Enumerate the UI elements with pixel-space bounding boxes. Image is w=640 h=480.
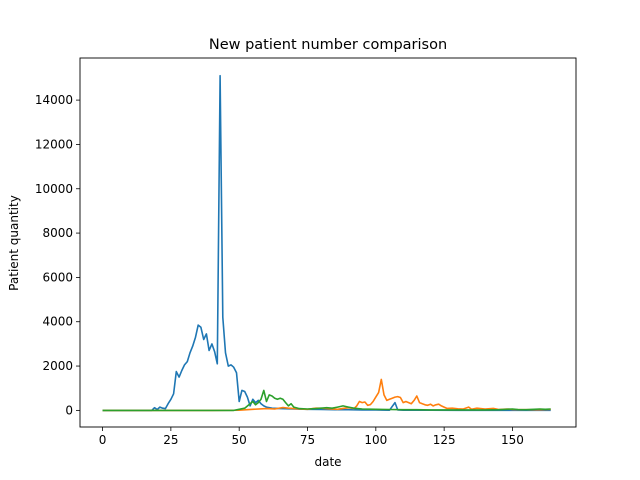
x-tick-label: 25 [163, 433, 178, 447]
y-tick-label: 4000 [42, 315, 73, 329]
series-line-3 [102, 389, 551, 412]
series-line-1 [102, 74, 551, 412]
y-tick-label: 10000 [35, 182, 73, 196]
x-tick-label: 50 [232, 433, 247, 447]
y-tick-label: 14000 [35, 93, 73, 107]
y-axis-ticks: 0 2000 4000 6000 8000 10000 12000 14000 [35, 93, 80, 417]
y-tick-label: 2000 [42, 359, 73, 373]
x-tick-label: 100 [364, 433, 387, 447]
x-axis-label: date [314, 455, 341, 469]
series-line-2 [102, 378, 551, 412]
x-tick-label: 75 [300, 433, 315, 447]
y-tick-label: 8000 [42, 226, 73, 240]
y-axis-label: Patient quantity [7, 195, 21, 291]
x-tick-label: 0 [99, 433, 107, 447]
x-tick-label: 150 [501, 433, 524, 447]
y-tick-label: 12000 [35, 137, 73, 151]
y-tick-label: 6000 [42, 270, 73, 284]
chart-title: New patient number comparison [209, 37, 447, 53]
plot-frame [79, 57, 577, 428]
plot-area: 0 25 50 75 100 125 150 0 2000 4000 6000 8000 10000 1… [35, 57, 577, 447]
series-layer [102, 74, 551, 412]
y-tick-label: 0 [65, 403, 73, 417]
x-axis-ticks: 0 25 50 75 100 125 150 [99, 427, 524, 447]
x-tick-label: 125 [433, 433, 456, 447]
